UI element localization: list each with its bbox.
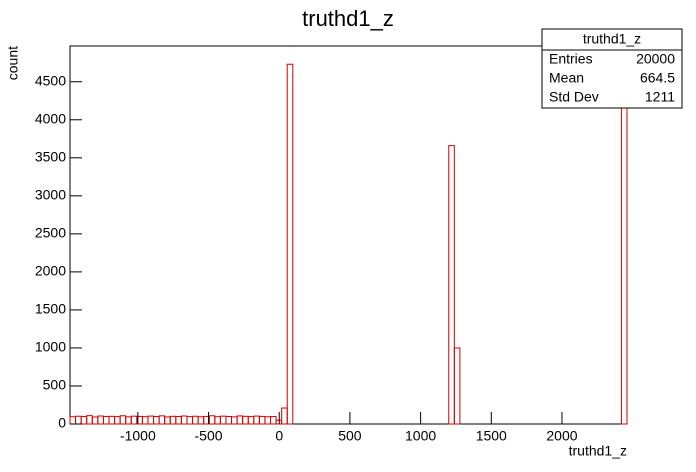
stats-label: Entries <box>549 51 593 67</box>
stats-value: 664.5 <box>640 70 675 86</box>
bar <box>448 145 455 425</box>
stats-title: truthd1_z <box>583 31 641 47</box>
y-axis-label: count <box>5 46 21 80</box>
y-tick-label: 3000 <box>35 187 66 203</box>
x-tick-label: 2000 <box>546 428 577 444</box>
y-tick-label: 4500 <box>35 72 66 88</box>
bar <box>453 347 461 425</box>
stats-frame <box>541 28 683 109</box>
stats-box: truthd1_z Entries 20000 Mean 664.5 Std D… <box>541 28 683 109</box>
x-tick-label: -500 <box>195 428 223 444</box>
y-tick-label: 500 <box>43 377 67 393</box>
x-tick-label: -1000 <box>120 428 156 444</box>
y-tick-label: 2000 <box>35 263 66 279</box>
x-tick-label: 1500 <box>476 428 507 444</box>
y-tick-label: 4000 <box>35 110 66 126</box>
stats-label: Std Dev <box>549 89 599 105</box>
y-tick-label: 2500 <box>35 225 66 241</box>
x-tick-label: 0 <box>275 428 283 444</box>
stats-label: Mean <box>549 70 584 86</box>
y-tick-label: 1000 <box>35 339 66 355</box>
y-tick-label: 1500 <box>35 301 66 317</box>
stats-value: 1211 <box>645 89 675 105</box>
y-tick-label: 3500 <box>35 149 66 165</box>
x-tick-label: 1000 <box>405 428 436 444</box>
chart-title: truthd1_z <box>302 6 394 31</box>
y-tick-label: 0 <box>58 415 66 431</box>
bar <box>286 63 294 425</box>
x-axis-label: truthd1_z <box>569 443 627 459</box>
stats-value: 20000 <box>636 51 675 67</box>
x-tick-label: 500 <box>338 428 362 444</box>
